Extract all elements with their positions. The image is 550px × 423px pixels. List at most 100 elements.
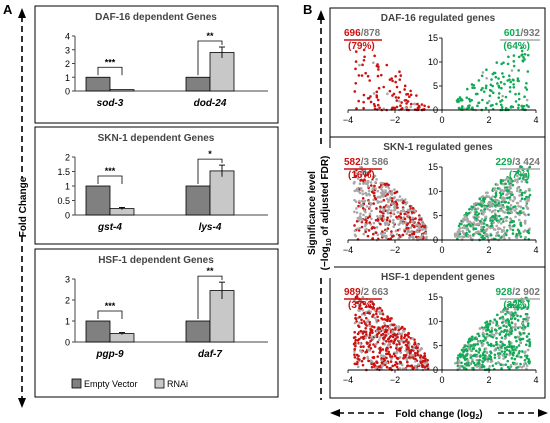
daf16-volcano-point [397,99,401,103]
hsf1-volcano-point [457,360,461,364]
hsf1-volcano-point [510,329,514,333]
skn1-volcano-point [385,197,389,201]
hsf1-volcano-point [359,301,362,305]
hsf1-volcano-point [528,344,531,348]
hsf1-volcano-point [481,352,485,355]
skn1-volcano-point [386,216,389,219]
hsf1-volcano-point [453,361,457,365]
hsf1-volcano-point [372,302,376,306]
hsf1-volcano-point [402,341,405,344]
skn1-y-tick-label: 1 [65,182,70,192]
skn1-volcano-point [497,214,501,218]
skn1-volcano-point [489,224,493,228]
hsf1-volcano-point [525,313,529,316]
skn1-volcano-point [488,208,492,212]
daf16-bar-dod-24-rnai [209,52,235,92]
skn1-volcano-point [485,227,489,231]
skn1-volcano-point [386,211,390,215]
daf16-volcano-point [458,96,462,99]
skn1-volcano-point [508,221,512,224]
skn1-volcano-point [359,174,363,177]
skn1-volcano-point [519,173,522,177]
skn1-volcano-point [360,220,364,224]
daf16-volcano-point [523,95,526,99]
hsf1-volcano-point [423,354,427,358]
daf16-volcano-point [409,105,413,109]
daf16-bar-dod-24-empty-vector [185,76,211,92]
hsf1-volcano-point [365,342,369,345]
hsf1-volcano-point [379,349,382,353]
skn1-volcano-point [475,217,478,220]
hsf1-volcano-point [354,317,358,321]
skn1-volcano-point [502,234,506,237]
hsf1-volcano-point [522,317,525,321]
hsf1-volcano-point [510,321,514,324]
hsf1-volcano-point [368,333,372,337]
hsf1-volcano-point [482,339,485,343]
skn1-volcano-point [509,207,512,211]
hsf1-volcano-x-tick-label: −2 [390,375,400,385]
skn1-volcano-point [360,170,363,173]
hsf1-volcano-point [524,350,527,353]
hsf1-volcano-point [486,359,490,363]
hsf1-volcano-point [514,335,517,339]
hsf1-volcano-point [475,365,479,368]
skn1-volcano-point [472,227,476,230]
hsf1-volcano-point [367,311,371,315]
skn1-volcano-point [384,182,387,186]
daf16-volcano-point [520,46,523,50]
skn1-volcano-point [494,213,497,217]
daf16-volcano-point [468,104,471,107]
hsf1-volcano-point [496,361,500,364]
skn1-volcano-point [482,199,486,203]
daf16-volcano-point [525,98,529,102]
hsf1-volcano-point [360,318,363,322]
skn1-volcano-point [523,222,527,225]
skn1-volcano-x-tick-label: 0 [439,245,444,255]
hsf1-volcano-point [362,320,366,323]
daf16-volcano-point [420,103,424,106]
hsf1-volcano-point [356,301,359,305]
hsf1-volcano-point [407,335,410,339]
hsf1-volcano-point [392,352,396,356]
legend-swatch-rnai [154,378,165,389]
hsf1-volcano-point [527,332,531,336]
daf16-volcano-x-tick-label: −4 [343,115,353,125]
hsf1-volcano-point [525,354,529,358]
skn1-volcano-point [528,227,531,231]
daf16-volcano-point [372,61,375,65]
skn1-volcano-point [368,212,372,216]
skn1-volcano-point [466,234,470,237]
hsf1-y-tick-label: 3 [65,275,70,285]
skn1-volcano-point [363,174,367,178]
skn1-volcano-point [493,200,497,204]
hsf1-volcano-point [508,303,511,306]
hsf1-volcano-point [421,365,424,369]
hsf1-volcano-point [485,325,489,328]
daf16-volcano-point [369,100,373,104]
hsf1-volcano-point [360,359,364,363]
skn1-volcano-point [472,221,476,225]
skn1-volcano-point [455,233,458,237]
hsf1-right-count: 928/2 902 [496,287,541,298]
daf16-volcano-point [517,55,521,59]
hsf1-volcano-point [477,340,481,343]
daf16-volcano-x-tick-label: 4 [533,115,538,125]
skn1-volcano-point [379,196,382,199]
hsf1-volcano-point [415,346,419,349]
hsf1-volcano-point [364,326,368,330]
hsf1-volcano-point [501,310,505,314]
skn1-volcano-point [479,219,482,223]
daf16-volcano-point [489,104,493,107]
hsf1-volcano-point [517,303,520,307]
skn1-volcano-point [528,193,532,197]
skn1-volcano-point [362,232,366,236]
hsf1-volcano-point [374,366,378,370]
daf16-volcano-point [395,99,399,102]
hsf1-volcano-point [468,343,471,347]
skn1-volcano-point [519,199,522,203]
skn1-volcano-point [396,210,400,214]
daf16-volcano-point [504,95,508,99]
skn1-volcano-point [519,205,523,209]
hsf1-left-count: 989/2 663 [344,287,389,298]
